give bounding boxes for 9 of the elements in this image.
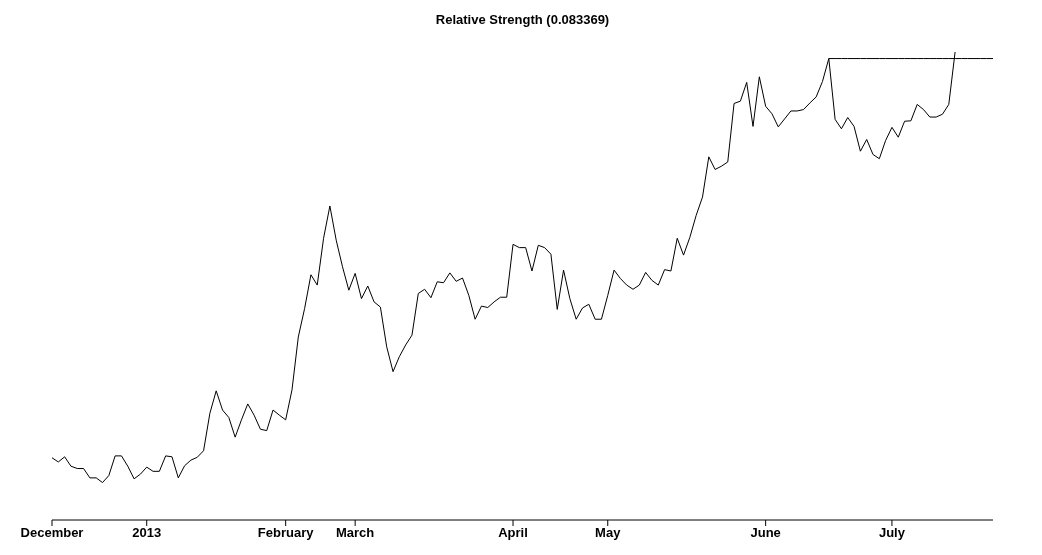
x-tick-label: July <box>878 525 906 541</box>
x-tick-label: December <box>20 525 84 541</box>
x-tick-label: March <box>335 525 375 541</box>
x-tick-label: February <box>257 525 315 541</box>
chart-title: Relative Strength (0.083369) <box>434 12 611 27</box>
x-tick-label: 2013 <box>132 525 162 541</box>
x-tick-label: May <box>595 525 622 541</box>
x-tick-label: April <box>498 525 528 541</box>
x-tick-label: June <box>750 525 781 541</box>
